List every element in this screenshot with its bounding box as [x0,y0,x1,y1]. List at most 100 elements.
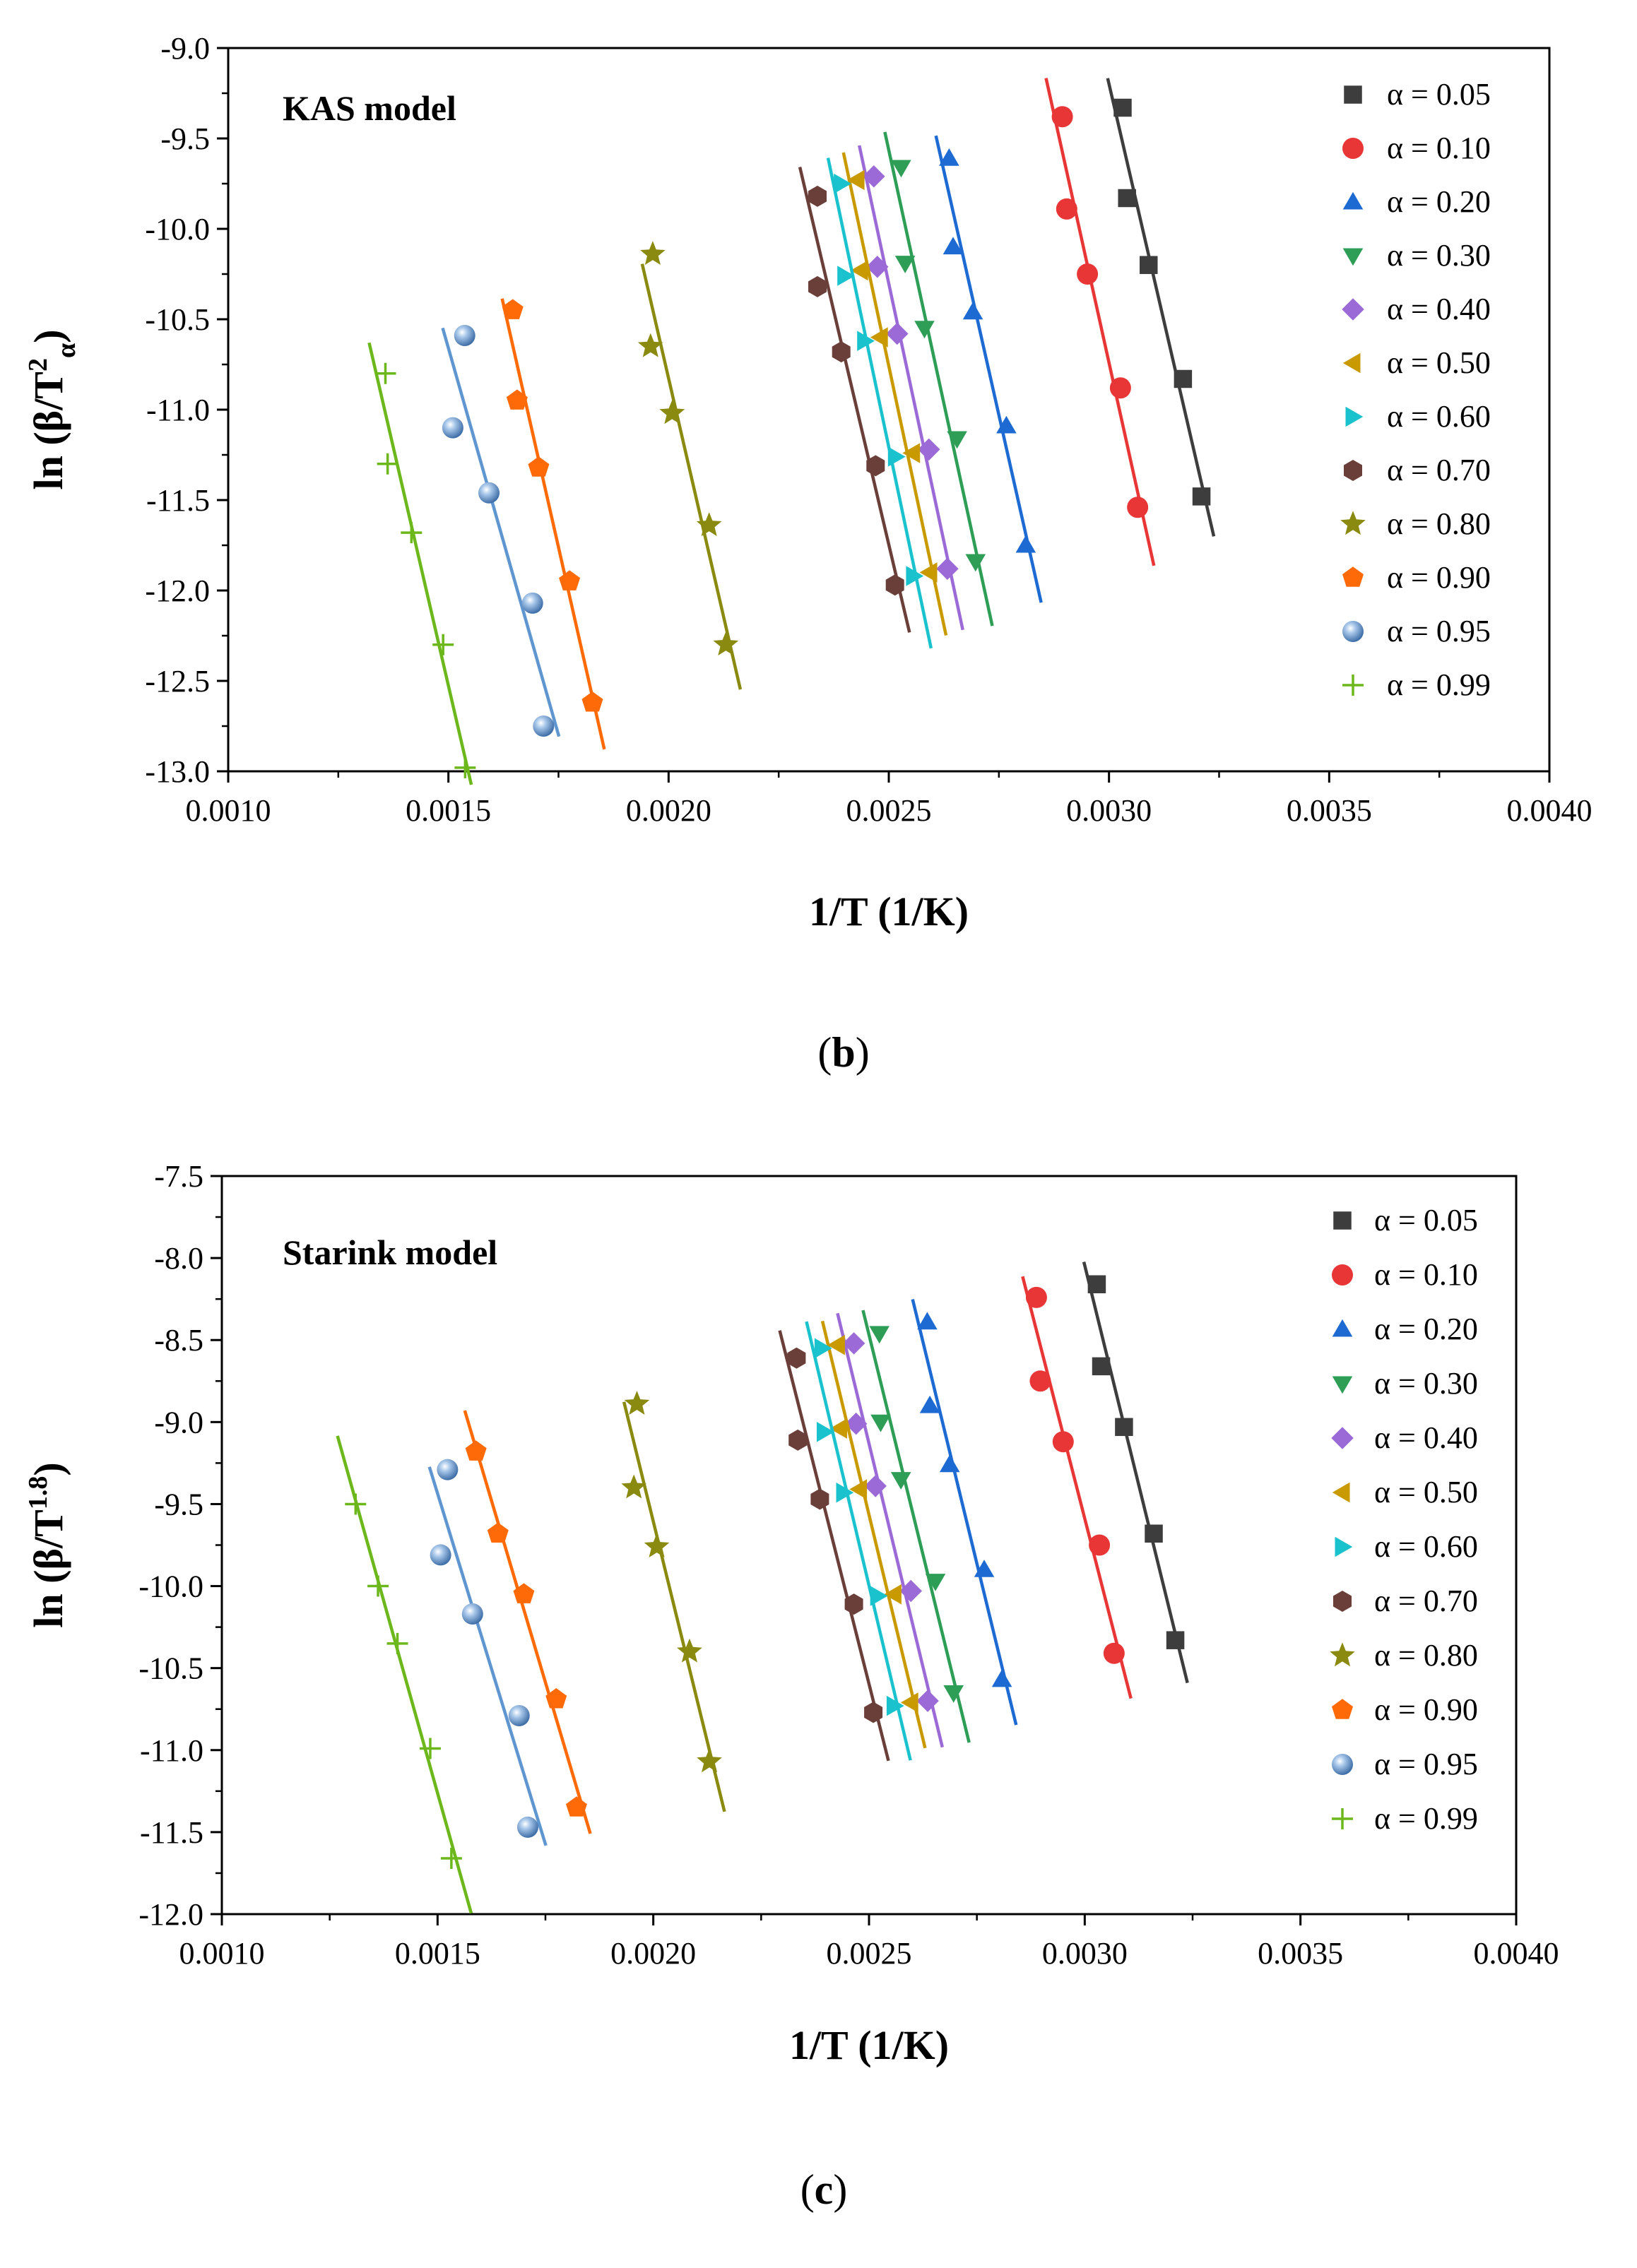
series-2 [911,1298,1018,1726]
data-point [887,446,906,467]
y-tick-label: -10.0 [138,1569,203,1604]
data-point [870,1586,888,1606]
data-point [1145,1524,1163,1543]
legend-label: α = 0.90 [1387,560,1491,595]
data-point [906,566,924,586]
data-point [624,1391,650,1415]
legend-marker [1344,85,1362,104]
legend-marker [1342,675,1364,696]
legend-marker [1332,1699,1353,1719]
series-6 [826,158,933,649]
data-point [814,1338,832,1359]
data-point [844,1412,868,1435]
data-point [640,241,666,265]
data-point [884,1584,902,1605]
y-tick-label: -12.5 [145,664,210,699]
data-point [487,1522,509,1543]
x-tick-label: 0.0020 [610,1936,696,1971]
panel-label-close: ) [856,1029,870,1076]
legend-label: α = 0.10 [1387,131,1491,165]
series-2 [934,135,1043,603]
data-point [894,256,916,273]
legend-marker [1332,1376,1353,1394]
fit-line [463,1410,592,1834]
data-point [787,1347,806,1369]
data-point [1127,497,1149,518]
data-point [677,1638,702,1663]
data-point [902,443,921,463]
data-point [461,1603,483,1625]
series-9 [500,298,606,750]
legend-label: α = 0.30 [1374,1366,1478,1401]
data-point [559,570,581,590]
legend-marker [1345,406,1364,427]
data-point [901,1692,918,1713]
legend-label: α = 0.05 [1374,1203,1478,1237]
data-point [849,1479,868,1500]
y-tick-label: -13.0 [145,754,210,789]
series-group [367,78,1216,785]
data-point [1092,1357,1111,1376]
series-5 [820,1320,927,1749]
x-tick-label: 0.0010 [186,793,271,828]
series-10 [441,325,561,737]
data-point [869,1326,890,1344]
fit-line [640,263,743,690]
data-point [925,1574,946,1591]
legend: α = 0.05 α = 0.10 α = 0.20 α = 0.30 α = 0.40… [1340,77,1491,702]
fit-line [858,145,964,631]
data-point [919,1395,940,1413]
legend-marker [1342,352,1361,374]
data-point [508,1705,530,1727]
data-point [644,1533,670,1557]
data-point [442,417,463,439]
y-tick-label: -9.0 [160,31,210,66]
x-tick-label: 0.0015 [406,793,491,828]
fit-line [820,1320,927,1749]
data-point [533,716,555,737]
legend-marker [1333,1211,1352,1230]
legend-label: α = 0.20 [1387,184,1491,219]
data-point [834,173,851,194]
series-0 [1106,78,1216,537]
data-point [850,260,868,281]
data-point [432,634,454,655]
series-7 [778,1330,890,1762]
data-point [866,455,885,477]
data-point [974,1560,995,1577]
data-point [919,562,938,583]
legend-marker [1332,1754,1353,1775]
chart-panel-c: 0.0010 0.0015 0.0020 0.0025 0.0030 0.0035 0.00… [23,1159,1559,2213]
data-point [637,333,663,357]
data-point [1029,1370,1051,1392]
y-tick-label: -12.0 [145,574,210,608]
x-tick-label: 0.0035 [1287,793,1372,828]
data-point [386,1632,408,1654]
data-point [837,266,855,286]
y-tick-label: -10.0 [145,212,210,247]
data-point [846,170,865,191]
data-point [528,456,550,477]
data-point [836,1482,854,1503]
fit-line [805,1321,912,1761]
data-point [1089,1534,1111,1556]
fit-line [841,152,948,636]
series-11 [336,1435,473,1914]
fit-line [441,327,561,737]
legend-label: α = 0.90 [1374,1692,1478,1727]
data-point [829,1418,847,1439]
panel-label: (c) [800,2166,848,2213]
data-point [621,1474,646,1499]
y-tick-label: -12.0 [138,1897,203,1932]
chart-panel-b: 0.0010 0.0015 0.0020 0.0025 0.0030 0.0035 0.00… [23,31,1592,1076]
data-point [810,1488,829,1510]
legend-label: α = 0.70 [1387,453,1491,487]
fit-line [622,1401,726,1812]
data-point [817,1422,834,1442]
legend-label: α = 0.80 [1387,506,1491,541]
data-point [659,400,685,424]
series-9 [463,1410,592,1834]
data-point [502,299,524,319]
data-point [857,331,875,351]
data-point [827,1334,845,1355]
